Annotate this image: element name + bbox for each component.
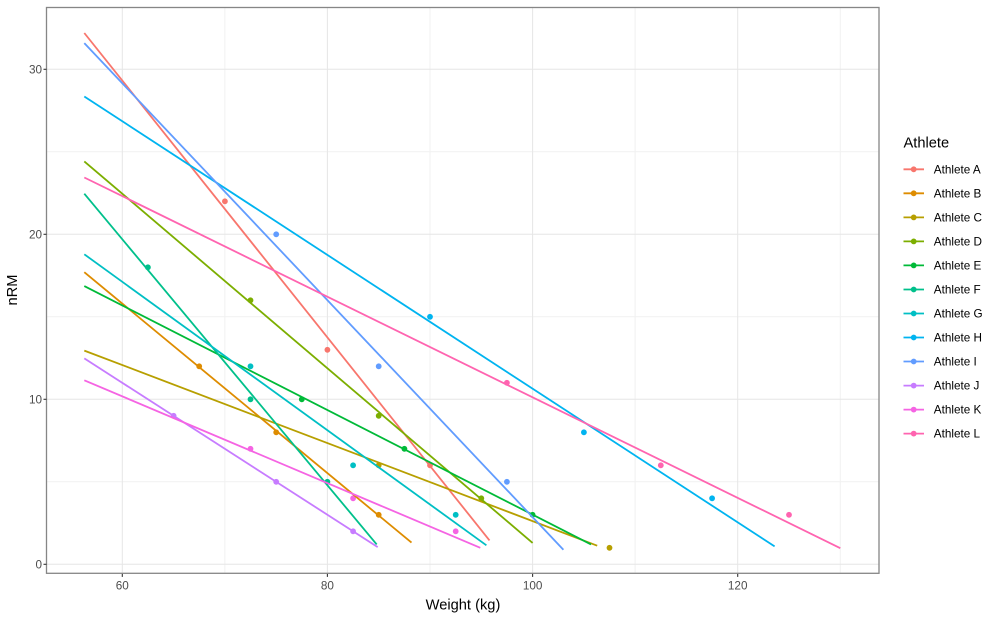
svg-text:60: 60 [116,580,130,593]
svg-text:Athlete L: Athlete L [934,428,981,441]
svg-text:Athlete H: Athlete H [934,332,982,345]
svg-text:100: 100 [523,580,543,593]
svg-text:20: 20 [29,229,43,242]
svg-text:Athlete E: Athlete E [934,260,982,273]
svg-text:Athlete: Athlete [904,136,950,152]
svg-text:Athlete I: Athlete I [934,356,977,369]
svg-text:10: 10 [29,394,43,407]
svg-text:Weight (kg): Weight (kg) [426,598,501,614]
svg-text:0: 0 [35,559,42,572]
svg-text:30: 30 [29,64,43,77]
svg-text:Athlete C: Athlete C [934,212,983,225]
svg-text:Athlete B: Athlete B [934,187,982,200]
svg-text:Athlete K: Athlete K [934,404,982,417]
svg-text:nRM: nRM [5,275,21,306]
svg-text:80: 80 [321,580,335,593]
svg-text:Athlete A: Athlete A [934,163,981,176]
svg-text:Athlete D: Athlete D [934,236,982,249]
svg-text:Athlete J: Athlete J [934,380,980,393]
svg-text:Athlete G: Athlete G [934,308,983,321]
svg-text:Athlete F: Athlete F [934,284,981,297]
svg-text:120: 120 [728,580,748,593]
